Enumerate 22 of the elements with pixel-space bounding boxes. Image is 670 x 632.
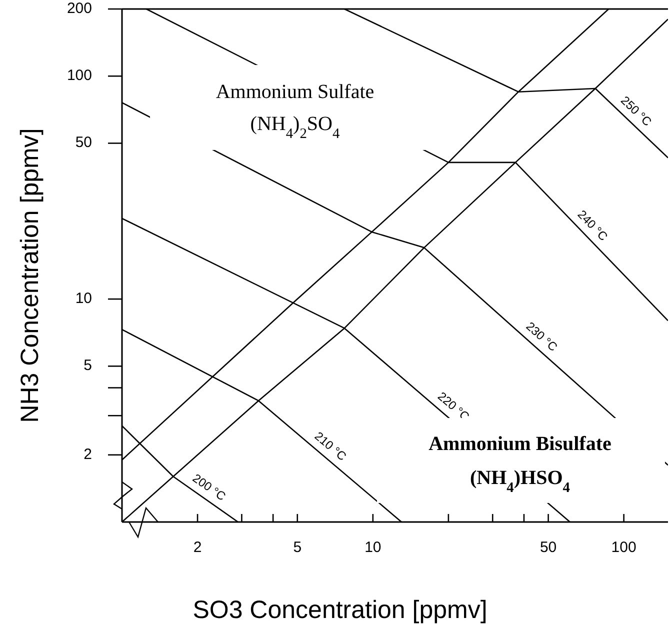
text: 210 °C [312,429,350,464]
y-tick-label: 2 [84,446,92,463]
text: 240 °C [574,207,611,244]
text: 250 °C [618,93,655,130]
x-axis-title: SO3 Concentration [ppmv] [192,596,488,624]
text: 230 °C [523,319,560,354]
x-tick-label: 50 [540,539,557,556]
x-tick-label: 5 [293,539,302,556]
annotation: Ammonium Sulfate [216,81,374,103]
x-tick-label: 10 [364,539,382,556]
annotation: (NH$_{4}$)HSO$_{4}$ [470,467,570,496]
y-tick-label: 100 [66,67,92,84]
annotation: (NH$_{4}$)$_{2}$SO$_{4}$ [250,113,340,142]
annotation: Ammonium Bisulfate [428,433,612,455]
y-tick-label: 50 [75,134,92,152]
y-tick-label: 10 [75,290,92,308]
x-tick-label: 100 [611,539,636,556]
text: 200 °C [190,470,229,504]
y-axis-title: NH3 Concentration [ppmv] [16,128,44,423]
y-tick-label: 5 [84,357,92,374]
y-tick-label: 200 [66,0,92,17]
x-tick-label: 2 [193,539,202,556]
